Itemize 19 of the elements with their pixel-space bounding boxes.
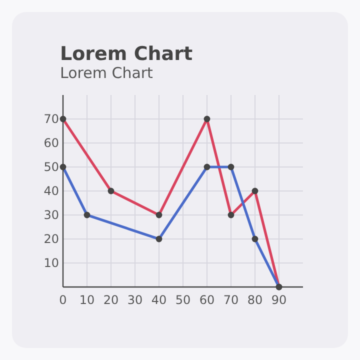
y-tick-label: 60 xyxy=(44,136,59,150)
y-tick-label: 40 xyxy=(44,184,59,198)
y-tick-label: 10 xyxy=(44,256,59,270)
x-tick-label: 30 xyxy=(127,293,143,307)
x-tick-label: 10 xyxy=(79,293,95,307)
x-tick-label: 70 xyxy=(223,293,239,307)
chart-subtitle: Lorem Chart xyxy=(60,64,154,82)
y-tick-label: 30 xyxy=(44,208,59,222)
y-tick-label: 20 xyxy=(44,232,59,246)
x-tick-label: 40 xyxy=(151,293,167,307)
x-tick-label: 0 xyxy=(59,293,67,307)
x-tick-label: 20 xyxy=(103,293,119,307)
x-tick-label: 60 xyxy=(199,293,215,307)
chart-title: Lorem Chart xyxy=(60,43,193,65)
x-tick-label: 80 xyxy=(247,293,263,307)
y-tick-label: 70 xyxy=(44,112,59,126)
y-tick-label: 50 xyxy=(44,160,59,174)
x-tick-label: 90 xyxy=(271,293,287,307)
x-tick-label: 50 xyxy=(175,293,191,307)
